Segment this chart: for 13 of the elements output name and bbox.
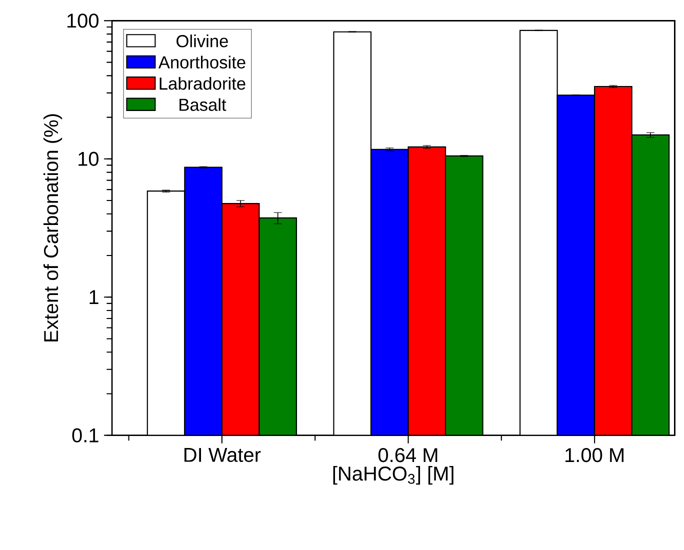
legend-label: Basalt <box>180 98 226 111</box>
legend-label: Labradorite <box>160 77 246 90</box>
y-tick-label: 1 <box>90 290 98 304</box>
y-tick-label: 0.1 <box>72 428 98 442</box>
x-tick-label: 0.64 M <box>378 448 438 462</box>
y-axis-title: Extent of Carbonation (%) <box>43 114 62 342</box>
x-tick-label: DI Water <box>184 448 261 462</box>
y-tick-label: 10 <box>78 152 98 166</box>
legend-label: Anorthosite <box>158 56 246 69</box>
y-tick-label: 100 <box>67 14 98 28</box>
x-axis-title: [NaHCO$_{3}$] [M] <box>333 466 454 485</box>
legend-label: Olivine <box>176 34 228 48</box>
x-tick-label: 1.00 M <box>566 448 624 462</box>
